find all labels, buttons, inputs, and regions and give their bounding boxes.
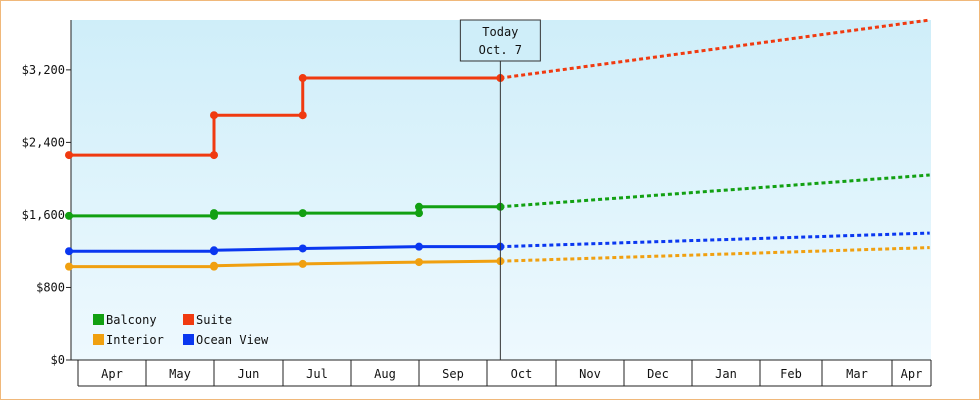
data-point <box>415 202 423 211</box>
data-point <box>298 111 307 120</box>
series-line-interior <box>69 259 501 269</box>
data-point <box>210 151 218 160</box>
legend-swatch <box>183 334 194 345</box>
x-tick-label: Apr <box>101 367 123 381</box>
x-tick-label: Feb <box>780 367 802 381</box>
x-tick-label: Jan <box>715 367 737 381</box>
today-label-line1: Today <box>482 25 518 39</box>
x-tick-label: Oct <box>511 367 533 381</box>
data-point <box>65 151 73 160</box>
y-tick-label: $0 <box>51 353 65 367</box>
data-point <box>298 74 307 83</box>
data-point <box>415 209 423 218</box>
data-point <box>210 246 218 255</box>
legend-label: Ocean View <box>196 333 269 347</box>
data-point <box>298 259 307 268</box>
data-point <box>415 258 423 267</box>
legend-label: Suite <box>196 313 232 327</box>
y-tick-label: $2,400 <box>22 135 65 149</box>
x-tick-label: Apr <box>901 367 923 381</box>
series-line-suite <box>69 76 501 157</box>
plot-area <box>71 20 931 360</box>
series-projection-balcony <box>500 173 930 209</box>
legend-swatch <box>93 334 104 345</box>
legend-label: Interior <box>106 333 164 347</box>
today-label-line2: Oct. 7 <box>479 43 522 57</box>
x-tick-label: Sep <box>442 367 464 381</box>
legend-label: Balcony <box>106 313 157 327</box>
x-tick-label: Aug <box>374 367 396 381</box>
y-tick-label: $1,600 <box>22 208 65 222</box>
legend-swatch <box>93 314 104 325</box>
x-tick-label: Jul <box>306 367 328 381</box>
y-tick-label: $3,200 <box>22 63 65 77</box>
series-projection-suite <box>500 18 930 80</box>
data-point <box>298 209 307 218</box>
series-projection-interior <box>500 246 930 263</box>
legend-swatch <box>183 314 194 325</box>
x-tick-label: Nov <box>579 367 601 381</box>
x-tick-label: Jun <box>238 367 260 381</box>
x-tick-label: Mar <box>846 367 868 381</box>
y-tick-label: $800 <box>36 280 65 294</box>
data-point <box>65 247 73 256</box>
data-point <box>65 262 73 271</box>
series-projection-ocean-view <box>500 231 930 249</box>
data-point <box>210 209 218 218</box>
series-line-ocean-view <box>69 245 501 253</box>
data-point <box>210 111 218 120</box>
data-point <box>65 211 73 220</box>
data-point <box>415 242 423 251</box>
x-tick-label: Dec <box>647 367 669 381</box>
x-tick-label: May <box>169 367 191 381</box>
today-label-box <box>459 19 541 62</box>
data-point <box>298 244 307 253</box>
data-point <box>210 261 218 270</box>
